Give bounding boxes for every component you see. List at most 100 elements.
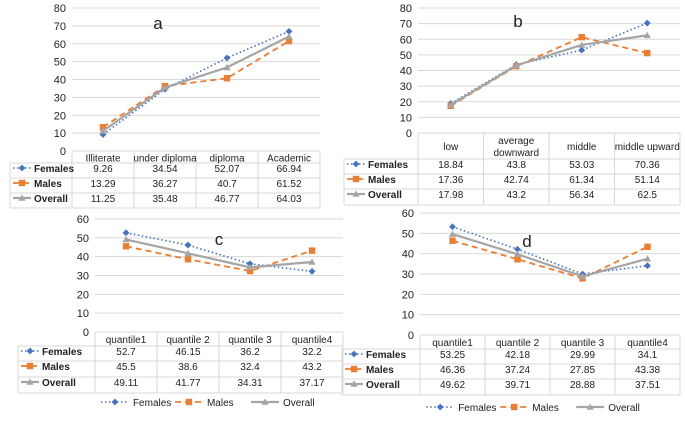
y-tick-label: 30 <box>400 81 412 93</box>
row-label: Overall <box>34 194 68 205</box>
series-line <box>450 34 648 106</box>
y-tick-label: 40 <box>400 66 412 78</box>
data-point <box>514 245 521 253</box>
y-tick-label: 40 <box>402 249 414 261</box>
table-cell-value: 43.38 <box>635 365 660 376</box>
data-point <box>223 63 231 71</box>
table-cell-value: 17.36 <box>438 175 463 186</box>
category-label: quantile 2 <box>166 335 210 346</box>
table-row-males: Males 45.5 38.6 32.4 43.2 <box>21 362 322 373</box>
table-cell-value: 46.15 <box>175 347 200 358</box>
y-tick-label: 60 <box>54 39 66 51</box>
data-point <box>644 49 651 57</box>
y-tick-label: 0 <box>406 128 412 140</box>
data-point <box>447 101 455 108</box>
data-point <box>184 256 192 263</box>
table-cell-value: 51.14 <box>635 175 660 186</box>
series-females <box>122 229 316 275</box>
y-tick-label: 70 <box>54 21 66 33</box>
data-point <box>308 247 316 254</box>
category-label: average <box>498 136 535 147</box>
series-line <box>450 36 648 107</box>
data-point <box>246 267 254 275</box>
legend-key-marker <box>18 164 26 172</box>
data-point <box>122 229 130 237</box>
table-row-males: Males 17.36 42.74 61.34 51.14 <box>347 175 660 186</box>
table-cell-value: 42.18 <box>505 350 530 361</box>
series-line <box>125 245 313 272</box>
row-label: Males <box>366 365 394 376</box>
data-point <box>643 255 652 262</box>
series-overall <box>448 230 652 280</box>
legend-key-marker <box>26 362 34 370</box>
legend-key-marker <box>436 403 444 411</box>
panel-letter: c <box>215 230 224 249</box>
data-point <box>99 124 107 131</box>
table-cell-value: 9.26 <box>93 164 113 175</box>
table-cell-value: 34.31 <box>237 378 262 389</box>
category-label: quantile 3 <box>228 335 272 346</box>
table-cell-value: 36.27 <box>152 179 177 190</box>
table-cell-value: 39.71 <box>505 380 530 391</box>
table-cell-value: 41.77 <box>175 378 200 389</box>
series-line <box>125 238 313 269</box>
series-line <box>450 22 648 105</box>
legend-key-marker <box>185 398 193 406</box>
legend-label: Females <box>458 403 496 414</box>
y-tick-label: 10 <box>77 308 89 320</box>
y-tick-label: 50 <box>400 50 412 62</box>
legend-key-marker <box>352 160 360 168</box>
category-label: quantile4 <box>292 335 333 346</box>
table-row-overall: Overall 49.11 41.77 34.31 37.17 <box>21 378 325 389</box>
data-point <box>246 263 254 271</box>
data-point <box>449 223 456 231</box>
series-males <box>449 237 651 282</box>
table-cell-value: 53.03 <box>569 160 594 171</box>
table-cell-value: 56.34 <box>569 190 594 201</box>
series-line <box>102 35 290 132</box>
series-overall <box>447 31 651 108</box>
data-point <box>285 32 293 40</box>
y-tick-label: 60 <box>402 208 414 220</box>
legend-key-marker <box>111 398 119 406</box>
table-row-males: Males 13.29 36.27 40.7 61.52 <box>13 179 302 190</box>
y-tick-label: 70 <box>400 19 412 31</box>
y-tick-label: 60 <box>400 34 412 46</box>
table-row-overall: Overall 49.62 39.71 28.88 37.51 <box>345 380 660 391</box>
data-point <box>285 37 293 45</box>
data-point <box>514 256 521 263</box>
table-cell-value: 66.94 <box>276 164 301 175</box>
category-label: quantile1 <box>432 338 473 349</box>
table-cell-value: 11.25 <box>91 194 116 205</box>
data-point <box>449 237 456 244</box>
panel-letter: a <box>153 14 163 33</box>
category-label: diploma <box>209 154 244 165</box>
series-line <box>452 233 648 278</box>
category-label: under diploma <box>133 154 197 165</box>
table-cell-value: 42.74 <box>504 175 529 186</box>
table-row-overall: Overall 11.25 35.48 46.77 64.03 <box>13 194 302 205</box>
legend-key-marker <box>18 179 26 187</box>
category-label: middle <box>567 142 597 153</box>
legend-label: Males <box>532 403 559 414</box>
series-males <box>122 243 316 275</box>
category-label: low <box>443 142 459 153</box>
data-point <box>223 75 231 82</box>
table-cell-value: 49.11 <box>114 378 139 389</box>
table-cell-value: 43.2 <box>507 190 527 201</box>
data-point <box>122 235 130 243</box>
legend-label: Females <box>133 398 171 409</box>
table-row-males: Males 46.36 37.24 27.85 43.38 <box>345 365 660 376</box>
data-point <box>448 230 457 237</box>
data-table: quantile1 quantile 2 quantile 3 quantile4Fe… <box>17 332 344 394</box>
legend-key-marker <box>350 365 358 373</box>
row-label: Females <box>368 160 408 171</box>
data-point <box>512 61 520 69</box>
legend-key-marker <box>352 190 360 197</box>
y-tick-label: 0 <box>408 330 414 342</box>
legend-label: Overall <box>608 403 640 414</box>
table-cell-value: 43.8 <box>507 160 527 171</box>
table-cell-value: 64.03 <box>276 194 301 205</box>
